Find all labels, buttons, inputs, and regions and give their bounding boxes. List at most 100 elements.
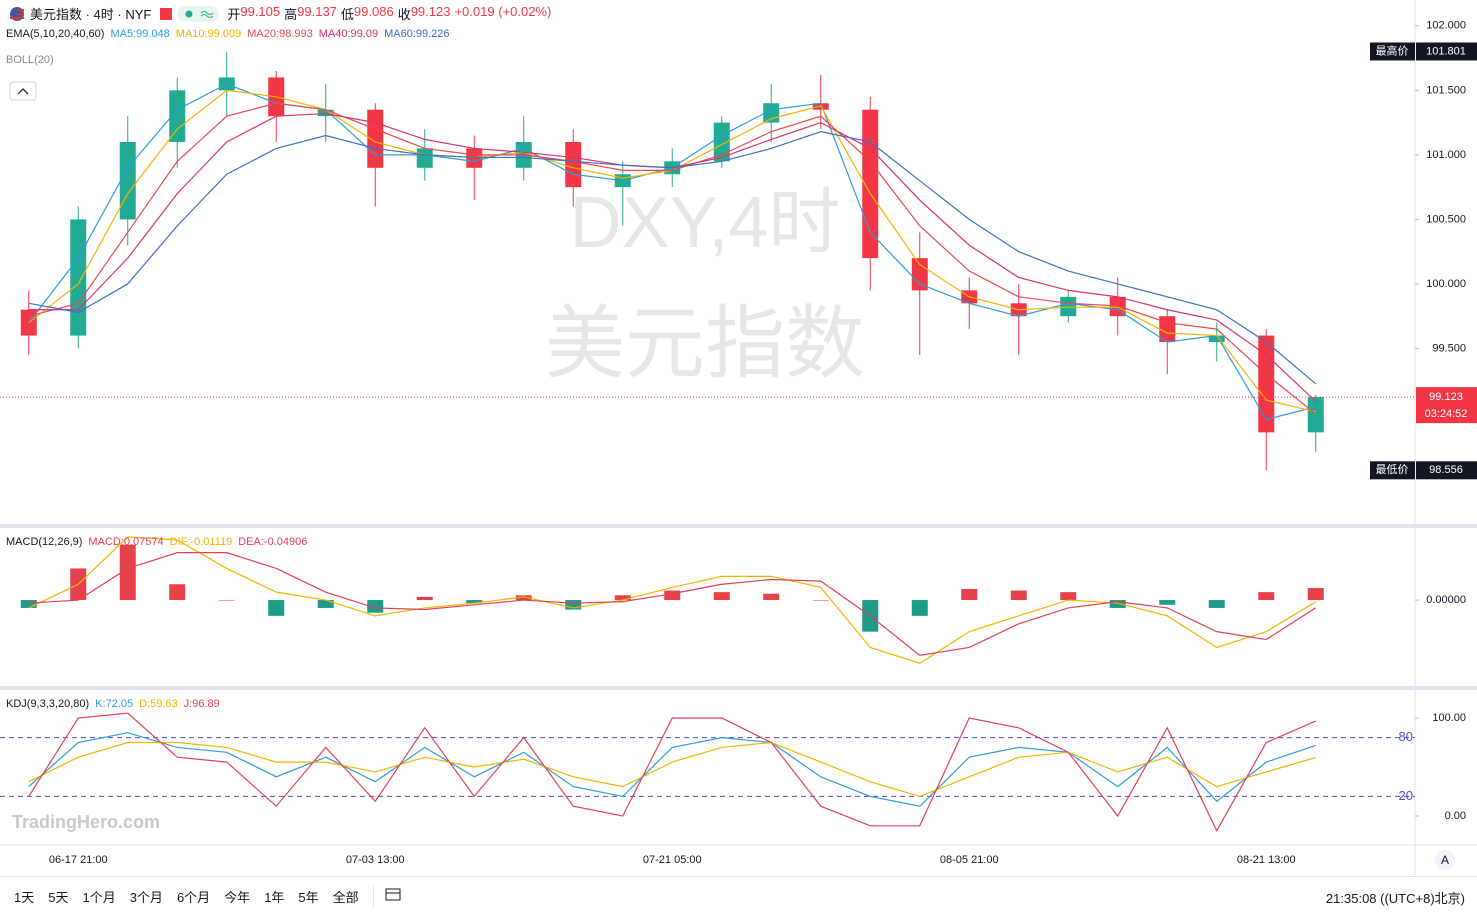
boll-label: BOLL(20)	[6, 54, 54, 66]
legend-name: MA60	[384, 28, 413, 40]
extreme-value-bg	[1416, 461, 1477, 480]
range-button[interactable]: 5天	[48, 889, 69, 905]
symbol: 美元指数 · 4时 · NYF	[30, 7, 152, 22]
legend-item: MA20:98.993	[247, 28, 312, 40]
date-range-icon[interactable]	[372, 885, 402, 907]
panel-divider	[0, 686, 1477, 690]
extreme-value: 101.801	[1426, 45, 1466, 57]
change: +0.019 (+0.02%)	[454, 4, 552, 19]
legend-name: MA20	[247, 28, 277, 40]
legend-name: DEA	[238, 536, 261, 548]
extreme-value: 98.556	[1429, 464, 1463, 476]
range-button[interactable]: 6个月	[176, 889, 211, 905]
legend-separator: :	[412, 28, 416, 40]
legend-separator: :	[260, 536, 264, 548]
macd-bar	[1258, 592, 1275, 601]
legend-name: MA10	[175, 28, 205, 40]
ohlc-value: 99.137	[297, 4, 337, 19]
watermark-text: 美元指数	[545, 299, 865, 388]
indicator-title: EMA(5,10,20,40,60)	[6, 28, 105, 40]
ohlc-label: 收	[397, 7, 411, 22]
kdj-legend: KDJ(9,3,3,20,80) K:72.05 D:59.63 J:96.89	[6, 698, 220, 710]
collapse-button[interactable]	[9, 81, 37, 101]
legend-separator: :	[204, 28, 208, 40]
ohlc-value: 99.123	[410, 4, 451, 19]
x-tick-label: 06-17 21:00	[49, 854, 108, 866]
macd-bar	[169, 584, 186, 601]
macd-bar	[20, 600, 37, 608]
range-button[interactable]: 1个月	[82, 889, 116, 905]
macd-bar	[1109, 600, 1126, 608]
symbol-header: 美元指数 · 4时 · NYF 开 99.105 高 99.137 低 99.086 收 99…	[8, 4, 551, 23]
legend-value: 99.009	[207, 28, 242, 40]
indicator-line	[28, 712, 1316, 832]
macd-bar	[416, 596, 433, 601]
macd-bar	[812, 600, 829, 601]
countdown: 03:24:52	[1425, 408, 1468, 420]
x-tick-label: 08-05 21:00	[940, 854, 999, 866]
price-tag	[1416, 387, 1477, 424]
legend-separator: :	[187, 536, 191, 548]
collapse-icon	[17, 88, 29, 95]
watermark-text: DXY,4时	[570, 183, 841, 263]
y-tick-label: 101.500	[1426, 84, 1466, 96]
y-tick-label: 100.000	[1426, 278, 1466, 290]
range-buttons: 1天 5天 1个月 3个月 6个月 今年 1年 5年 全部	[0, 887, 359, 906]
macd-bar	[713, 592, 730, 601]
candle-body	[713, 122, 730, 162]
level-label: 80	[1399, 729, 1413, 744]
macd-bar	[367, 600, 384, 613]
range-button[interactable]: 1天	[14, 889, 35, 905]
extreme-label: 最高价	[1376, 43, 1409, 57]
y-tick-label: 99.500	[1432, 342, 1466, 354]
macd-bar	[961, 588, 978, 601]
candle-body	[70, 219, 87, 336]
range-button[interactable]: 3个月	[129, 889, 163, 905]
range-button[interactable]: 全部	[332, 889, 359, 905]
macd-legend: MACD(12,26,9) MACD:0.07574 DIF: -0.01119 DEA…	[6, 536, 307, 548]
ohlc-label: 开	[227, 7, 241, 22]
ema-legend: EMA(5,10,20,40,60) MA5:99.048 MA10:99.009 M…	[6, 28, 450, 40]
legend-item: MA60:99.226	[384, 28, 449, 40]
ohlc: 开 99.105 高 99.137 低 99.086 收 99.123 +0.019 (+0.0…	[227, 4, 551, 23]
legend-value: 99.048	[136, 28, 170, 40]
candle-body	[1258, 335, 1275, 433]
level-label: 20	[1399, 788, 1413, 803]
candle-body	[1060, 296, 1077, 317]
legend-separator: :	[347, 28, 351, 40]
status-badge	[177, 5, 220, 22]
legend-value: 72.05	[105, 698, 134, 710]
toolbar: 1天 5天 1个月 3个月 6个月 今年 1年 5年 全部 21:35:08 ((UTC+8)北…	[0, 876, 1477, 915]
range-button[interactable]: 今年	[224, 889, 251, 905]
indicator-line	[28, 102, 1317, 415]
range-button[interactable]: 5年	[298, 889, 319, 905]
legend-value: 98.993	[279, 28, 313, 40]
ohlc-label: 高	[284, 7, 298, 22]
logo: TradingHero.com	[12, 812, 160, 832]
auto-scale-label: A	[1441, 853, 1449, 867]
ohlc-item: 收 99.123	[398, 4, 451, 23]
ohlc-item: 开 99.105	[227, 4, 280, 23]
candle-body	[416, 148, 433, 168]
legend-separator: :	[133, 28, 137, 40]
legend-item: D:59.63	[139, 698, 178, 710]
range-button[interactable]: 1年	[264, 889, 285, 905]
legend-value: 0.07574	[123, 536, 164, 548]
clock: 21:35:08 ((UTC+8)北京)	[1325, 891, 1465, 906]
legend-separator: :	[120, 536, 124, 548]
legend-separator: :	[102, 698, 106, 710]
legend-item: K:72.05	[95, 698, 133, 710]
panel-divider	[0, 524, 1477, 528]
candle-body	[317, 109, 334, 117]
macd-bar	[1060, 592, 1077, 601]
candle-body	[565, 141, 582, 188]
auto-scale-button[interactable]	[1435, 850, 1455, 870]
candle-body	[1307, 397, 1324, 433]
legend-value: 96.89	[192, 698, 220, 710]
legend-name: D	[139, 698, 148, 710]
legend-item: DIF: -0.01119	[170, 536, 233, 548]
extreme-value-bg	[1416, 42, 1477, 61]
macd-bar	[466, 600, 483, 604]
macd-bar	[119, 544, 136, 601]
